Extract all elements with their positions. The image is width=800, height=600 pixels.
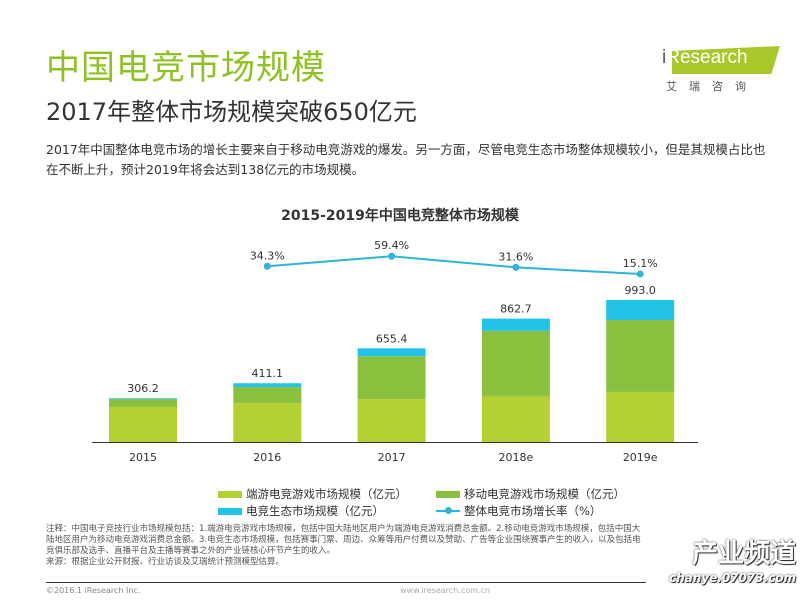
- growth-point: [263, 262, 271, 270]
- legend-item-mobile: 移动电竞游戏市场规模（亿元）: [436, 486, 625, 502]
- growth-label: 34.3%: [250, 249, 285, 262]
- bar-segment-2: [233, 383, 302, 388]
- growth-label: 15.1%: [623, 257, 658, 270]
- page-subtitle: 2017年整体市场规模突破650亿元: [46, 98, 417, 126]
- growth-label: 31.6%: [498, 250, 533, 263]
- growth-label: 59.4%: [374, 239, 409, 252]
- legend-swatch: [436, 490, 460, 498]
- watermark-text: 产业频道: [691, 539, 796, 569]
- bar-segment-2: [357, 348, 426, 357]
- logo-i: i: [662, 47, 667, 68]
- bar-segment-2: [481, 318, 550, 331]
- bar-segment-0: [109, 406, 177, 442]
- x-tick-label: 2015: [129, 451, 157, 464]
- bar-segment-0: [606, 391, 675, 442]
- watermark: 产业频道 chanye.07073.com: [656, 538, 796, 598]
- legend-label: 电竞生态市场规模（亿元）: [246, 504, 384, 518]
- legend-label: 端游电竞游戏市场规模（亿元）: [246, 487, 407, 501]
- bar-segment-2: [109, 398, 177, 400]
- bar-segment-0: [357, 399, 426, 442]
- logo-brand: Research: [666, 47, 748, 68]
- copyright: ©2016.1 iResearch Inc.: [46, 586, 141, 595]
- page-title: 中国电竞市场规模: [46, 48, 326, 88]
- chart-title: 2015-2019年中国电竞整体市场规模: [281, 208, 519, 224]
- legend-swatch: [218, 490, 242, 498]
- iresearch-logo: iResearch 艾瑞咨询: [660, 40, 790, 95]
- notes-text: 注释：中国电子竞技行业市场规模包括：1.端游电竞游戏市场规模，包括中国大陆地区用…: [46, 524, 641, 556]
- legend-label: 移动电竞游戏市场规模（亿元）: [464, 487, 625, 501]
- bar-segment-1: [606, 320, 675, 392]
- bar-total-label: 306.2: [127, 382, 159, 395]
- logo-text: iResearch: [662, 47, 748, 69]
- watermark-url: chanye.07073.com: [669, 571, 796, 585]
- bar-segment-1: [233, 387, 302, 404]
- logo-bar: [672, 46, 780, 74]
- bar-segment-1: [357, 356, 426, 400]
- bar-segment-1: [481, 330, 550, 396]
- footer-divider: [46, 582, 646, 583]
- footnotes: 注释：中国电子竞技行业市场规模包括：1.端游电竞游戏市场规模，包括中国大陆地区用…: [46, 524, 646, 568]
- legend-item-pc: 端游电竞游戏市场规模（亿元）: [218, 486, 407, 502]
- growth-point: [388, 252, 396, 260]
- source-text: 来源：根据企业公开财报、行业访谈及艾瑞统计预测模型估算。: [46, 557, 285, 567]
- x-tick-label: 2019e: [623, 451, 658, 464]
- bar-total-label: 411.1: [252, 367, 284, 380]
- growth-line: [267, 255, 641, 275]
- bar-total-label: 993.0: [624, 284, 656, 297]
- bar-segment-0: [233, 403, 302, 442]
- legend-line-marker: [436, 507, 460, 514]
- legend-item-growth: 整体电竞市场增长率（%）: [436, 503, 601, 519]
- bar-segment-2: [606, 300, 675, 321]
- growth-point: [636, 270, 644, 278]
- bar-segment-0: [481, 395, 550, 442]
- legend-swatch: [218, 507, 242, 515]
- bar-segment-1: [109, 399, 177, 407]
- x-tick-label: 2017: [378, 451, 406, 464]
- legend-item-ecosystem: 电竞生态市场规模（亿元）: [218, 503, 384, 519]
- x-tick-label: 2016: [253, 451, 281, 464]
- logo-cn: 艾瑞咨询: [666, 80, 758, 93]
- x-tick-label: 2018e: [499, 451, 534, 464]
- bar-total-label: 862.7: [500, 303, 532, 316]
- growth-point: [512, 263, 520, 271]
- description: 2017年中国整体电竞市场的增长主要来自于移动电竞游戏的爆发。另一方面，尽管电竞…: [46, 142, 766, 177]
- bar-total-label: 655.4: [376, 332, 408, 345]
- site-url: www.iresearch.com.cn: [400, 586, 490, 595]
- legend-label: 整体电竞市场增长率（%）: [464, 504, 602, 518]
